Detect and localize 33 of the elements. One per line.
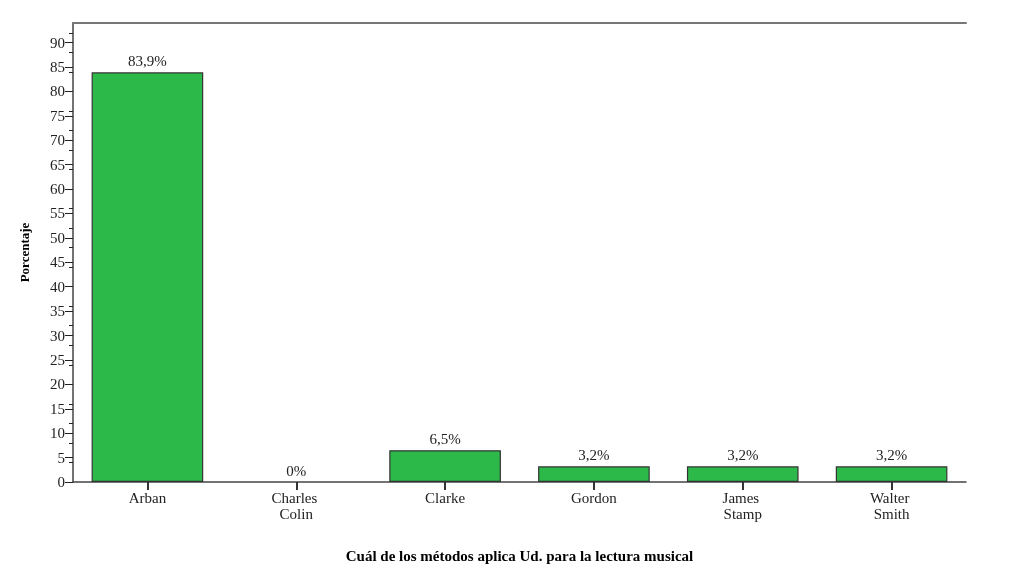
y-tick-label: 0 [57, 474, 65, 490]
x-tick-label: Arban [128, 490, 167, 506]
x-axis-title: Cuál de los métodos aplica Ud. para la lectura musical [345, 547, 694, 564]
data-label: 0% [286, 462, 307, 479]
x-tick-label: Walter Smith [869, 490, 914, 522]
y-tick-label: 70 [50, 132, 65, 149]
x-tick-label: James Stamp [722, 490, 763, 522]
y-tick-label: 90 [50, 34, 65, 51]
y-tick-label: 55 [50, 205, 65, 222]
y-tick-label: 25 [50, 351, 65, 368]
y-tick-label: 50 [50, 229, 65, 246]
y-tick-label: 65 [50, 156, 65, 173]
data-label: 3,2% [578, 446, 610, 463]
data-label: 3,2% [727, 446, 759, 463]
y-tick-label: 35 [50, 303, 65, 320]
y-tick-label: 40 [50, 278, 65, 295]
y-tick-label: 20 [50, 376, 65, 393]
y-tick-label: 30 [50, 327, 65, 344]
y-tick-label: 75 [50, 107, 65, 124]
x-tick-label: Clarke [425, 490, 466, 506]
data-label: 3,2% [875, 446, 908, 463]
y-tick-label: 85 [50, 58, 65, 75]
y-axis-title: Porcentaje [17, 222, 32, 283]
y-tick-label: 45 [50, 254, 65, 271]
data-label: 6,5% [429, 430, 461, 447]
data-label: 83,9% [128, 52, 167, 69]
y-tick-label: 10 [50, 425, 65, 442]
x-tick-label: Gordon [571, 490, 618, 506]
y-tick-label: 15 [50, 400, 65, 417]
y-tick-label: 5 [57, 449, 65, 466]
y-tick-label: 60 [50, 181, 65, 198]
y-tick-label: 80 [50, 83, 65, 100]
x-tick-label: Charles Colin [271, 490, 322, 522]
